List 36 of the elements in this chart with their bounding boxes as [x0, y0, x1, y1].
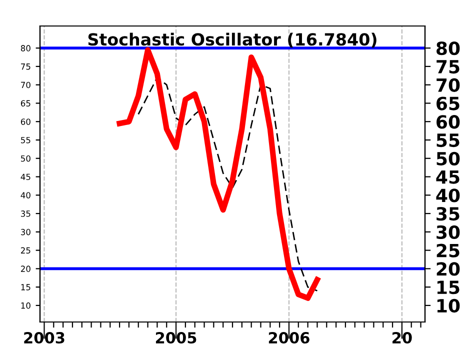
x-tick-label: 2005 — [156, 332, 196, 344]
y-tick-label: 55 — [21, 137, 30, 144]
y2-tick-label: 30 — [436, 225, 460, 240]
y2-tick-label: 25 — [436, 244, 460, 258]
y-tick-label: 75 — [21, 64, 30, 70]
chart-title: Stochastic Oscillator (16.7840) — [88, 32, 376, 48]
y2-tick-label: 60 — [436, 115, 460, 129]
line-series — [138, 76, 318, 292]
y-tick-label: 30 — [21, 228, 30, 236]
y2-tick-label: 75 — [436, 60, 460, 74]
y-tick-label: 60 — [20, 118, 30, 125]
y-tick-label: 45 — [20, 174, 30, 180]
y2-tick-label: 15 — [437, 280, 460, 294]
x-tick-label: 20 — [392, 332, 412, 344]
y2-tick-label: 50 — [436, 152, 460, 166]
y-tick-label: 65 — [20, 100, 30, 106]
y-tick-label: 70 — [21, 82, 30, 88]
y-tick-label: 20 — [20, 266, 30, 272]
y2-tick-label: 20 — [436, 262, 460, 276]
y-tick-label: 10 — [21, 302, 30, 309]
y-tick-label: 50 — [21, 155, 30, 162]
y2-tick-label: 80 — [436, 42, 460, 56]
y-tick-label: 80 — [20, 45, 30, 52]
y-tick-label: 25 — [20, 247, 30, 254]
y2-tick-label: 45 — [436, 170, 460, 184]
y-tick-label: 15 — [21, 284, 30, 290]
y-tick-label: 40 — [20, 192, 30, 198]
y-tick-label: 35 — [21, 210, 30, 217]
x-tick-label: 2006 — [268, 332, 310, 344]
y2-tick-label: 10 — [437, 298, 460, 313]
y2-tick-label: 70 — [436, 78, 460, 92]
y2-tick-label: 65 — [436, 96, 460, 110]
y2-tick-label: 35 — [436, 206, 460, 221]
y2-tick-label: 55 — [436, 134, 460, 148]
x-tick-label: 2003 — [24, 332, 64, 344]
y2-tick-label: 40 — [436, 188, 460, 202]
